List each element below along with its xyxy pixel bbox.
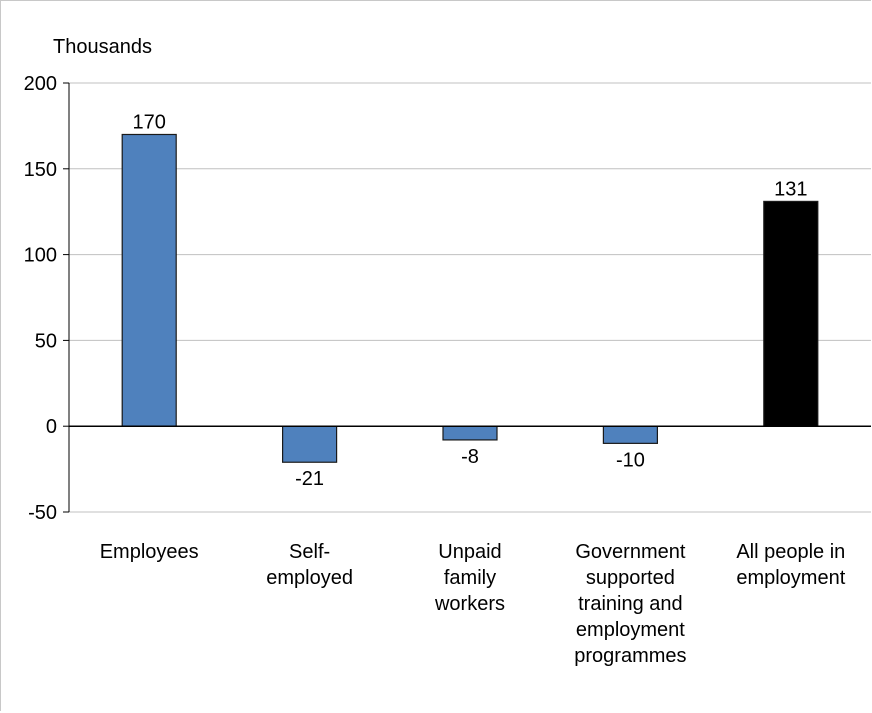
y-tick-label: 100 xyxy=(24,245,57,267)
data-label: -21 xyxy=(295,468,324,490)
unit-label: Thousands xyxy=(53,36,152,58)
data-labels: 170 -21 -8 -10 131 xyxy=(133,111,808,490)
category-label: Employees xyxy=(100,541,199,563)
category-label: All people in employment xyxy=(736,541,845,589)
y-tick-labels: 200 150 100 50 0 -50 xyxy=(24,73,69,524)
bar xyxy=(442,425,498,441)
bar xyxy=(121,133,177,427)
y-tick-label: 50 xyxy=(35,330,57,352)
data-label: -8 xyxy=(461,446,479,468)
axes xyxy=(68,83,871,512)
bars xyxy=(121,133,819,463)
y-tick-label: -50 xyxy=(28,502,57,524)
data-label: -10 xyxy=(616,449,645,471)
data-label: 170 xyxy=(133,111,166,133)
bar xyxy=(763,200,819,427)
y-tick-label: 0 xyxy=(46,416,57,438)
data-label: 131 xyxy=(774,178,807,200)
category-label: Self-employed xyxy=(266,541,353,589)
category-label: Government supported training and employmen… xyxy=(574,541,686,667)
y-tick-label: 200 xyxy=(24,73,57,95)
bar xyxy=(282,425,338,463)
category-label: Unpaid family workers xyxy=(434,541,505,615)
category-labels: Employees Self-employed Unpaid family worker… xyxy=(100,541,846,667)
gridlines xyxy=(69,82,871,513)
bar xyxy=(602,425,659,444)
y-tick-label: 150 xyxy=(24,159,57,181)
